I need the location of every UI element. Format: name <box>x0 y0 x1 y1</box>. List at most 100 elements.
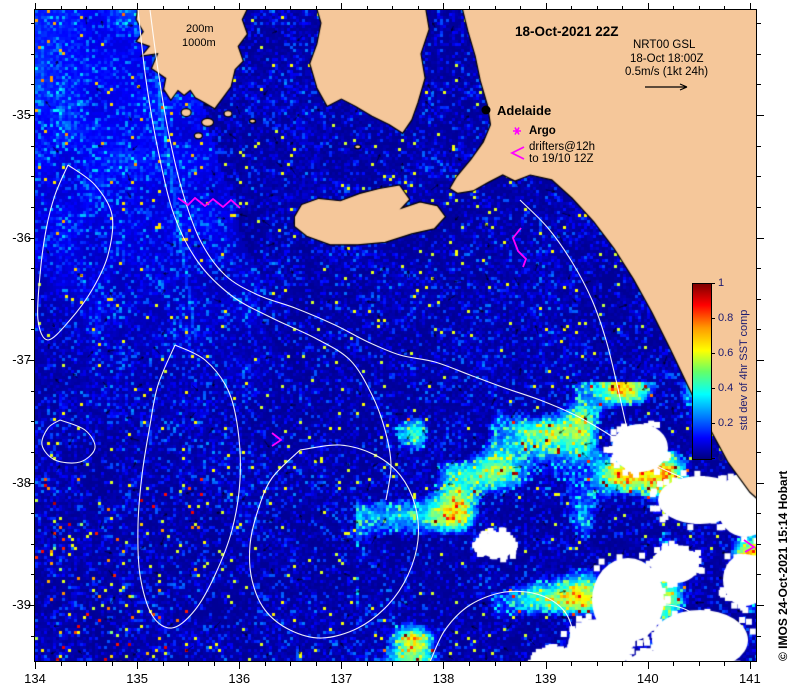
y-minor-tick <box>31 145 35 147</box>
y-tick-mark <box>757 237 764 239</box>
x-tick-mark <box>545 3 547 10</box>
x-tick-label: 136 <box>228 671 251 686</box>
x-minor-tick <box>392 662 394 666</box>
y-tick-mark <box>757 482 764 484</box>
x-tick-mark <box>35 3 36 10</box>
x-tick-label: 138 <box>432 671 455 686</box>
x-tick-mark <box>341 662 343 669</box>
y-minor-tick <box>31 635 35 637</box>
x-tick-mark <box>443 3 445 10</box>
x-minor-tick <box>571 662 573 666</box>
y-minor-tick <box>31 298 35 300</box>
x-minor-tick <box>213 6 215 10</box>
y-minor-tick <box>757 176 761 178</box>
y-minor-tick <box>31 84 35 86</box>
x-minor-tick <box>469 6 471 10</box>
y-minor-tick <box>31 206 35 208</box>
y-minor-tick <box>757 84 761 86</box>
y-minor-tick <box>31 513 35 515</box>
x-minor-tick <box>520 6 522 10</box>
x-tick-label: 140 <box>636 671 659 686</box>
map-canvas <box>35 10 757 662</box>
x-minor-tick <box>188 662 190 666</box>
colorbar-tick-label: 0.8 <box>718 312 734 324</box>
y-minor-tick <box>757 451 761 453</box>
legend-vector-scale: 0.5m/s (1kt 24h) <box>625 66 709 78</box>
x-minor-tick <box>86 6 88 10</box>
x-minor-tick <box>60 662 62 666</box>
y-tick-mark <box>28 605 35 607</box>
x-minor-tick <box>290 662 292 666</box>
colorbar-tick-label: 1 <box>718 277 725 289</box>
y-minor-tick <box>757 421 761 423</box>
x-minor-tick <box>469 662 471 666</box>
argo-label: Argo <box>529 125 556 137</box>
y-tick-mark <box>28 114 35 116</box>
x-minor-tick <box>596 6 598 10</box>
x-minor-tick <box>60 6 62 10</box>
colorbar-tick-mark <box>711 388 715 389</box>
x-minor-tick <box>417 662 419 666</box>
x-minor-tick <box>162 662 164 666</box>
y-minor-tick <box>31 329 35 331</box>
x-minor-tick <box>366 6 368 10</box>
y-tick-mark <box>757 605 764 607</box>
y-minor-tick <box>31 421 35 423</box>
drifters-label-line1: drifters@12h <box>529 141 596 153</box>
adelaide-label: Adelaide <box>497 103 552 118</box>
y-minor-tick <box>757 53 761 55</box>
colorbar-gradient <box>692 283 712 460</box>
colorbar-tick-mark <box>711 458 715 459</box>
x-minor-tick <box>571 6 573 10</box>
x-tick-mark <box>137 662 139 669</box>
copyright-credit: © IMOS 24-Oct-2021 15:14 Hobart <box>776 470 790 661</box>
x-tick-mark <box>749 3 751 10</box>
colorbar-tick-label: 0.6 <box>718 347 734 359</box>
y-minor-tick <box>757 513 761 515</box>
legend-analysis-time: 18-Oct 18:00Z <box>630 53 704 65</box>
isobath-label-200m: 200m <box>186 23 214 35</box>
colorbar-tick-label: 0.2 <box>718 417 734 429</box>
y-tick-label: -39 <box>12 597 31 613</box>
x-minor-tick <box>494 662 496 666</box>
y-tick-mark <box>757 114 764 116</box>
x-minor-tick <box>264 662 266 666</box>
y-tick-label: -37 <box>12 352 31 367</box>
x-tick-label: 134 <box>24 671 46 686</box>
isobath-label-1000m: 1000m <box>182 37 216 49</box>
colorbar-tick-mark <box>711 423 715 424</box>
x-minor-tick <box>622 6 624 10</box>
x-minor-tick <box>417 6 419 10</box>
y-minor-tick <box>757 206 761 208</box>
y-tick-label: -35 <box>12 106 31 122</box>
y-minor-tick <box>31 390 35 392</box>
colorbar-tick-mark <box>711 353 715 354</box>
y-minor-tick <box>31 23 35 25</box>
drifters-label-line2: to 19/10 12Z <box>529 153 594 165</box>
colorbar-tick-mark <box>711 283 715 284</box>
y-minor-tick <box>757 298 761 300</box>
x-minor-tick <box>264 6 266 10</box>
x-tick-label: 141 <box>738 671 761 686</box>
y-tick-label: -38 <box>12 474 31 490</box>
x-tick-label: 139 <box>534 671 557 686</box>
x-minor-tick <box>673 662 675 666</box>
y-tick-mark <box>28 482 35 484</box>
colorbar-tick-label: 0.4 <box>718 382 734 394</box>
colorbar-tick-mark <box>711 318 715 319</box>
x-minor-tick <box>111 6 113 10</box>
x-tick-mark <box>647 662 649 669</box>
x-minor-tick <box>366 662 368 666</box>
y-tick-label: -36 <box>12 229 31 245</box>
x-tick-mark <box>545 662 547 669</box>
colorbar: std dev of 4hr SST comp <box>692 283 758 460</box>
x-minor-tick <box>392 6 394 10</box>
y-tick-mark <box>28 237 35 239</box>
y-minor-tick <box>31 574 35 576</box>
y-minor-tick <box>31 53 35 55</box>
x-tick-mark <box>35 662 36 669</box>
x-minor-tick <box>111 662 113 666</box>
map-title-date: 18-Oct-2021 22Z <box>515 24 619 39</box>
x-tick-mark <box>341 3 343 10</box>
